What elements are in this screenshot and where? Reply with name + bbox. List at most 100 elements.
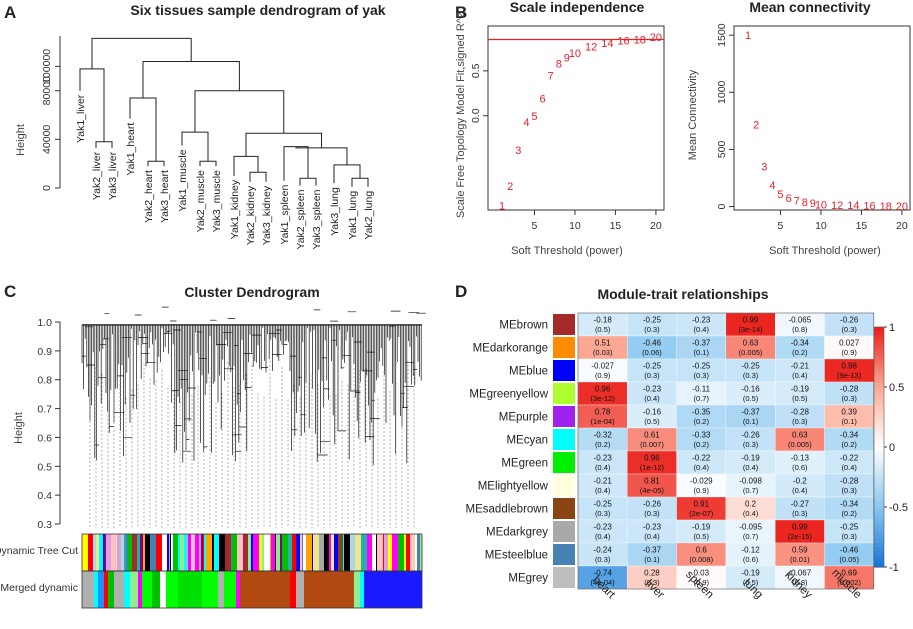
dynamic-tree-cut-segment <box>116 534 117 571</box>
heatmap-cell-value: 0.96 <box>595 385 611 394</box>
sample-label: Yak1_spleen <box>279 185 291 245</box>
merged-dynamic-segment <box>114 571 124 608</box>
heatmap-cell-value: -0.46 <box>840 546 859 555</box>
heatmap-cell-value: -0.25 <box>643 316 662 325</box>
colorbar-tick-label: 0 <box>889 442 895 454</box>
heatmap-cell-value: -0.19 <box>741 454 760 463</box>
colorbar-step <box>874 463 884 468</box>
colorbar-step <box>874 407 884 412</box>
dynamic-tree-cut-segment <box>191 534 195 571</box>
dynamic-tree-cut-segment <box>288 534 292 571</box>
connectivity-point: 3 <box>761 162 767 174</box>
merged-dynamic-segment <box>142 571 152 608</box>
panel-b-right-xtick-label: 5 <box>778 220 784 232</box>
connectivity-point: 8 <box>802 197 808 209</box>
colorbar-step <box>874 555 884 560</box>
dynamic-tree-cut-segment <box>338 534 343 571</box>
colorbar-step <box>874 467 884 472</box>
colorbar-tick-label: -1 <box>889 562 899 574</box>
heatmap-cell-value: -0.19 <box>741 569 760 578</box>
panel-c-ytick-label: 0.4 <box>37 490 52 502</box>
heatmap-cell-value: 0.63 <box>743 339 759 348</box>
dynamic-tree-cut-segment <box>262 534 264 571</box>
heatmap-cell-pvalue: (0.4) <box>792 371 808 380</box>
sample-label: Yak1_kidney <box>229 179 241 239</box>
dynamic-tree-cut-segment <box>121 534 124 571</box>
dynamic-tree-cut-segment <box>388 534 392 571</box>
heatmap-cell-pvalue: (0.3) <box>644 371 660 380</box>
heatmap-cell-pvalue: (0.9) <box>595 371 611 380</box>
heatmap-cell-value: -0.23 <box>594 523 613 532</box>
dynamic-tree-cut-segment <box>282 534 288 571</box>
dynamic-tree-cut-segment <box>410 534 413 571</box>
connectivity-point: 18 <box>880 201 892 213</box>
dynamic-tree-cut-segment <box>413 534 414 571</box>
dynamic-tree-cut-segment <box>404 534 406 571</box>
merged-dynamic-segment <box>104 571 108 608</box>
dynamic-tree-cut-segment <box>270 534 271 571</box>
heatmap-cell-value: -0.26 <box>741 431 760 440</box>
dynamic-tree-cut-segment <box>306 534 312 571</box>
dynamic-tree-cut-segment <box>331 534 334 571</box>
dynamic-tree-cut-segment <box>126 534 128 571</box>
heatmap-cell-pvalue: (0.3) <box>841 486 857 495</box>
dynamic-tree-cut-segment <box>140 534 143 571</box>
heatmap-cell-pvalue: (0.1) <box>743 417 759 426</box>
heatmap-cell-pvalue: (0.4) <box>743 509 759 518</box>
colorbar-step <box>874 551 884 556</box>
heatmap-cell-value: -0.46 <box>643 339 662 348</box>
dynamic-tree-cut-segment <box>204 534 206 571</box>
colorbar-step <box>874 563 884 568</box>
heatmap-cell-value: 0.6 <box>696 546 708 555</box>
module-color-swatch <box>553 521 575 542</box>
dynamic-tree-cut-segment <box>417 534 420 571</box>
heatmap-cell-value: -0.25 <box>594 500 613 509</box>
dynamic-tree-cut-segment <box>303 534 306 571</box>
colorbar-step <box>874 523 884 528</box>
dynamic-tree-cut-segment <box>117 534 121 571</box>
module-row-label: MEpurple <box>499 412 548 424</box>
cluster-branches <box>81 306 426 466</box>
dynamic-tree-cut-segment <box>111 534 116 571</box>
heatmap-cell-value: -0.34 <box>840 500 859 509</box>
merged-dynamic-segment <box>202 571 218 608</box>
sample-label: Yak1_muscle <box>177 149 189 211</box>
panel-c-ylabel: Height <box>13 412 25 444</box>
colorbar-tick-label: 1 <box>889 322 895 334</box>
heatmap-cell-value: -0.35 <box>692 408 711 417</box>
colorbar-step <box>874 559 884 564</box>
dynamic-tree-cut-segment <box>104 534 106 571</box>
module-row-label: MEbrown <box>499 320 548 332</box>
colorbar-step <box>874 447 884 452</box>
heatmap-cell-pvalue: (0.4) <box>792 486 808 495</box>
heatmap-cell-pvalue: (0.05) <box>839 555 859 564</box>
panel-b-right-ytick-label: 1500 <box>716 23 728 47</box>
heatmap-cell-pvalue: (0.3) <box>644 509 660 518</box>
module-row-label: MEdarkgrey <box>486 527 548 539</box>
merged-dynamic-segment <box>240 571 290 608</box>
dendrogram-branch <box>283 146 309 181</box>
panel-a-ytick-label: 0 <box>41 185 53 191</box>
panel-c-title: Cluster Dendrogram <box>184 284 319 300</box>
dynamic-tree-cut-segment <box>206 534 212 571</box>
dynamic-tree-cut-segment <box>343 534 344 571</box>
heatmap-cell-value: 0.61 <box>644 431 660 440</box>
heatmap-cell-value: 0.99 <box>792 523 808 532</box>
soft-threshold-point: 12 <box>585 42 597 54</box>
heatmap-cell-value: -0.28 <box>840 385 859 394</box>
colorbar-step <box>874 427 884 432</box>
heatmap-cell-pvalue: (0.7) <box>694 394 710 403</box>
heatmap-cell-value: -0.34 <box>791 339 810 348</box>
panel-c-ytick-label: 0.5 <box>37 461 52 473</box>
panel-c-ytick-label: 0.3 <box>37 519 52 531</box>
colorbar-step <box>874 439 884 444</box>
heatmap-cell-value: -0.25 <box>643 362 662 371</box>
soft-threshold-point: 8 <box>556 59 562 71</box>
connectivity-point: 10 <box>815 199 827 211</box>
merged-dynamic-segment <box>218 571 224 608</box>
module-color-swatch <box>553 475 575 496</box>
module-color-swatch <box>553 429 575 450</box>
colorbar-tick-label: -0.5 <box>889 502 908 514</box>
heatmap-cell-pvalue: (0.4) <box>595 532 611 541</box>
dynamic-tree-cut-segment <box>259 534 262 571</box>
